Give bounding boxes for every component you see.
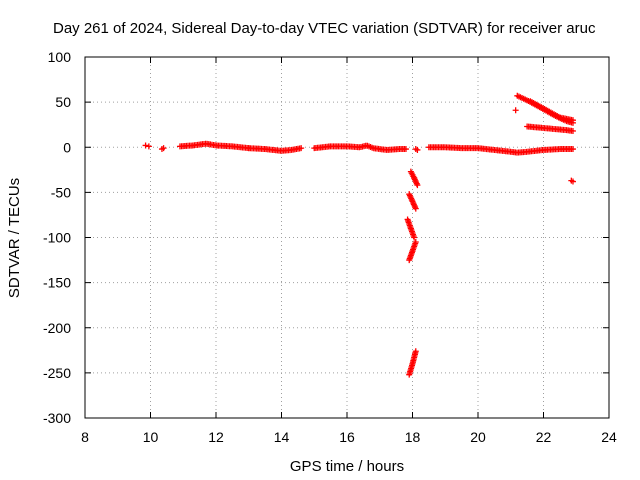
x-tick-label: 20 <box>470 429 486 445</box>
series-descending-arc-second <box>527 98 576 124</box>
x-tick-label: 22 <box>536 429 552 445</box>
y-tick-label: -250 <box>43 365 71 381</box>
series-arc-22-level <box>524 123 576 135</box>
x-axis-label: GPS time / hours <box>290 458 404 475</box>
y-tick-label: -100 <box>43 230 71 246</box>
chart-title: Day 261 of 2024, Sidereal Day-to-day VTE… <box>53 20 596 37</box>
data-point <box>402 146 409 153</box>
series-isolated-points <box>142 107 576 185</box>
y-tick-label: -50 <box>51 184 71 200</box>
x-tick-label: 24 <box>601 429 617 445</box>
grid <box>85 57 609 418</box>
series-small-mark-near-18 <box>412 146 421 153</box>
y-tick-label: -150 <box>43 275 71 291</box>
x-tick-label: 8 <box>81 429 89 445</box>
data-point <box>160 145 167 152</box>
data-marks <box>142 92 576 378</box>
series-main-track-10-9-13 <box>176 140 252 152</box>
data-point <box>569 178 576 185</box>
data-point <box>569 117 576 124</box>
x-axis-ticks: 8 10 12 14 16 18 20 22 24 <box>81 57 617 445</box>
y-tick-label: 0 <box>63 139 71 155</box>
series-vertical-drop-18h-segment-4 <box>406 239 419 264</box>
x-tick-label: 14 <box>274 429 290 445</box>
y-tick-label: 100 <box>48 49 72 65</box>
data-point <box>298 145 305 152</box>
series-main-track-13-14-7 <box>245 145 305 154</box>
x-tick-label: 16 <box>339 429 355 445</box>
y-axis-ticks: 100 50 0 -50 -100 -150 -200 -250 -300 <box>43 49 609 426</box>
series-vertical-drop-18h-segment-3 <box>404 216 418 241</box>
data-point <box>145 143 152 150</box>
series-main-track-18-5-22-9 <box>425 144 576 156</box>
y-tick-label: -200 <box>43 320 71 336</box>
data-point <box>412 239 419 246</box>
series-vertical-drop-18h-segment-2 <box>406 191 419 212</box>
data-point <box>414 182 421 189</box>
x-tick-label: 10 <box>143 429 159 445</box>
series-main-track-15-17-8 <box>311 142 409 153</box>
data-point <box>569 146 576 153</box>
data-point <box>412 348 419 355</box>
x-tick-label: 12 <box>208 429 224 445</box>
data-point <box>411 234 418 241</box>
y-tick-label: 50 <box>55 94 71 110</box>
series-vertical-drop-18h-segment-1 <box>407 168 421 189</box>
data-point <box>569 128 576 135</box>
x-tick-label: 18 <box>405 429 421 445</box>
y-axis-label: SDTVAR / TECUs <box>6 178 23 298</box>
data-point <box>412 205 419 212</box>
data-point <box>142 142 149 149</box>
data-point <box>414 146 421 153</box>
series-vertical-drop-18h-segment-5 <box>406 348 419 378</box>
data-point <box>512 107 519 114</box>
y-tick-label: -300 <box>43 410 71 426</box>
